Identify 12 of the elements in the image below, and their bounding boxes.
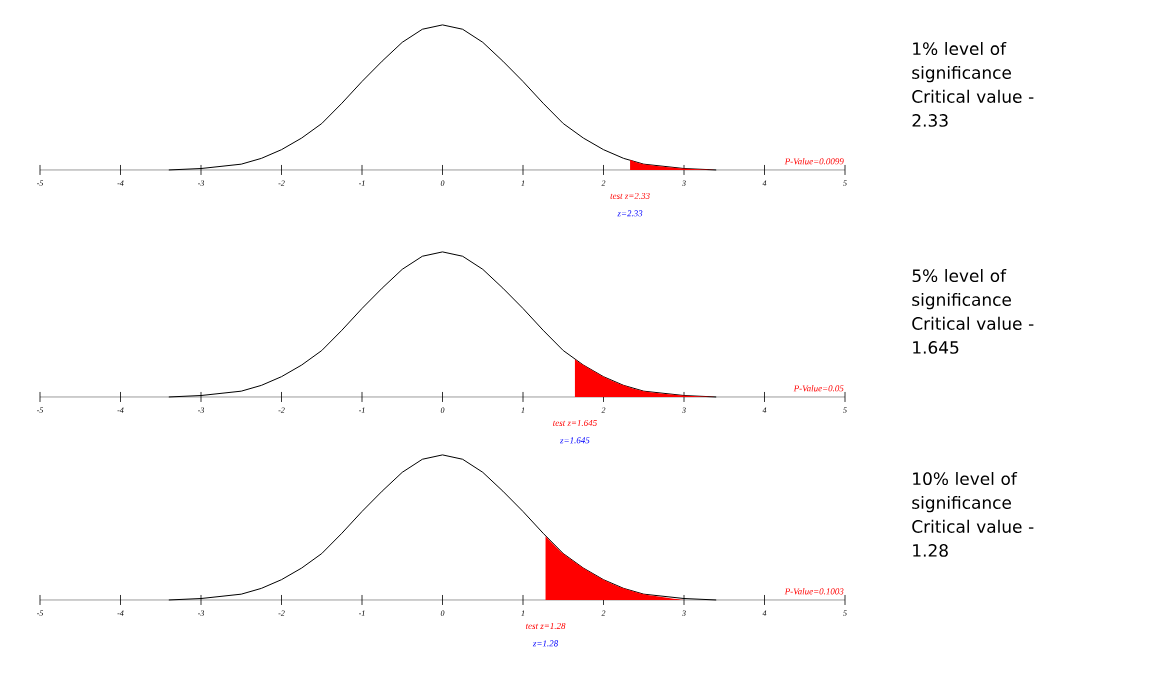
text: z=1.645	[559, 437, 590, 444]
annotation: P-Value=0.0099	[784, 158, 844, 165]
text: 5% level of significance Critical value - 1.645	[912, 268, 1034, 354]
text: 1% level of significance Critical value - 2.33	[912, 41, 1034, 127]
text: test z=1.645	[553, 419, 597, 426]
text: z=1.28	[532, 640, 559, 647]
text: test z=2.33	[610, 192, 650, 199]
text: test z=1.28	[525, 622, 566, 630]
annotation: P-Value=0.1003	[784, 588, 844, 595]
text: 10% level of significance Critical value - 1.28	[912, 471, 1034, 557]
text: z=2.33	[617, 210, 643, 217]
annotation: P-Value=0.05	[793, 385, 844, 392]
